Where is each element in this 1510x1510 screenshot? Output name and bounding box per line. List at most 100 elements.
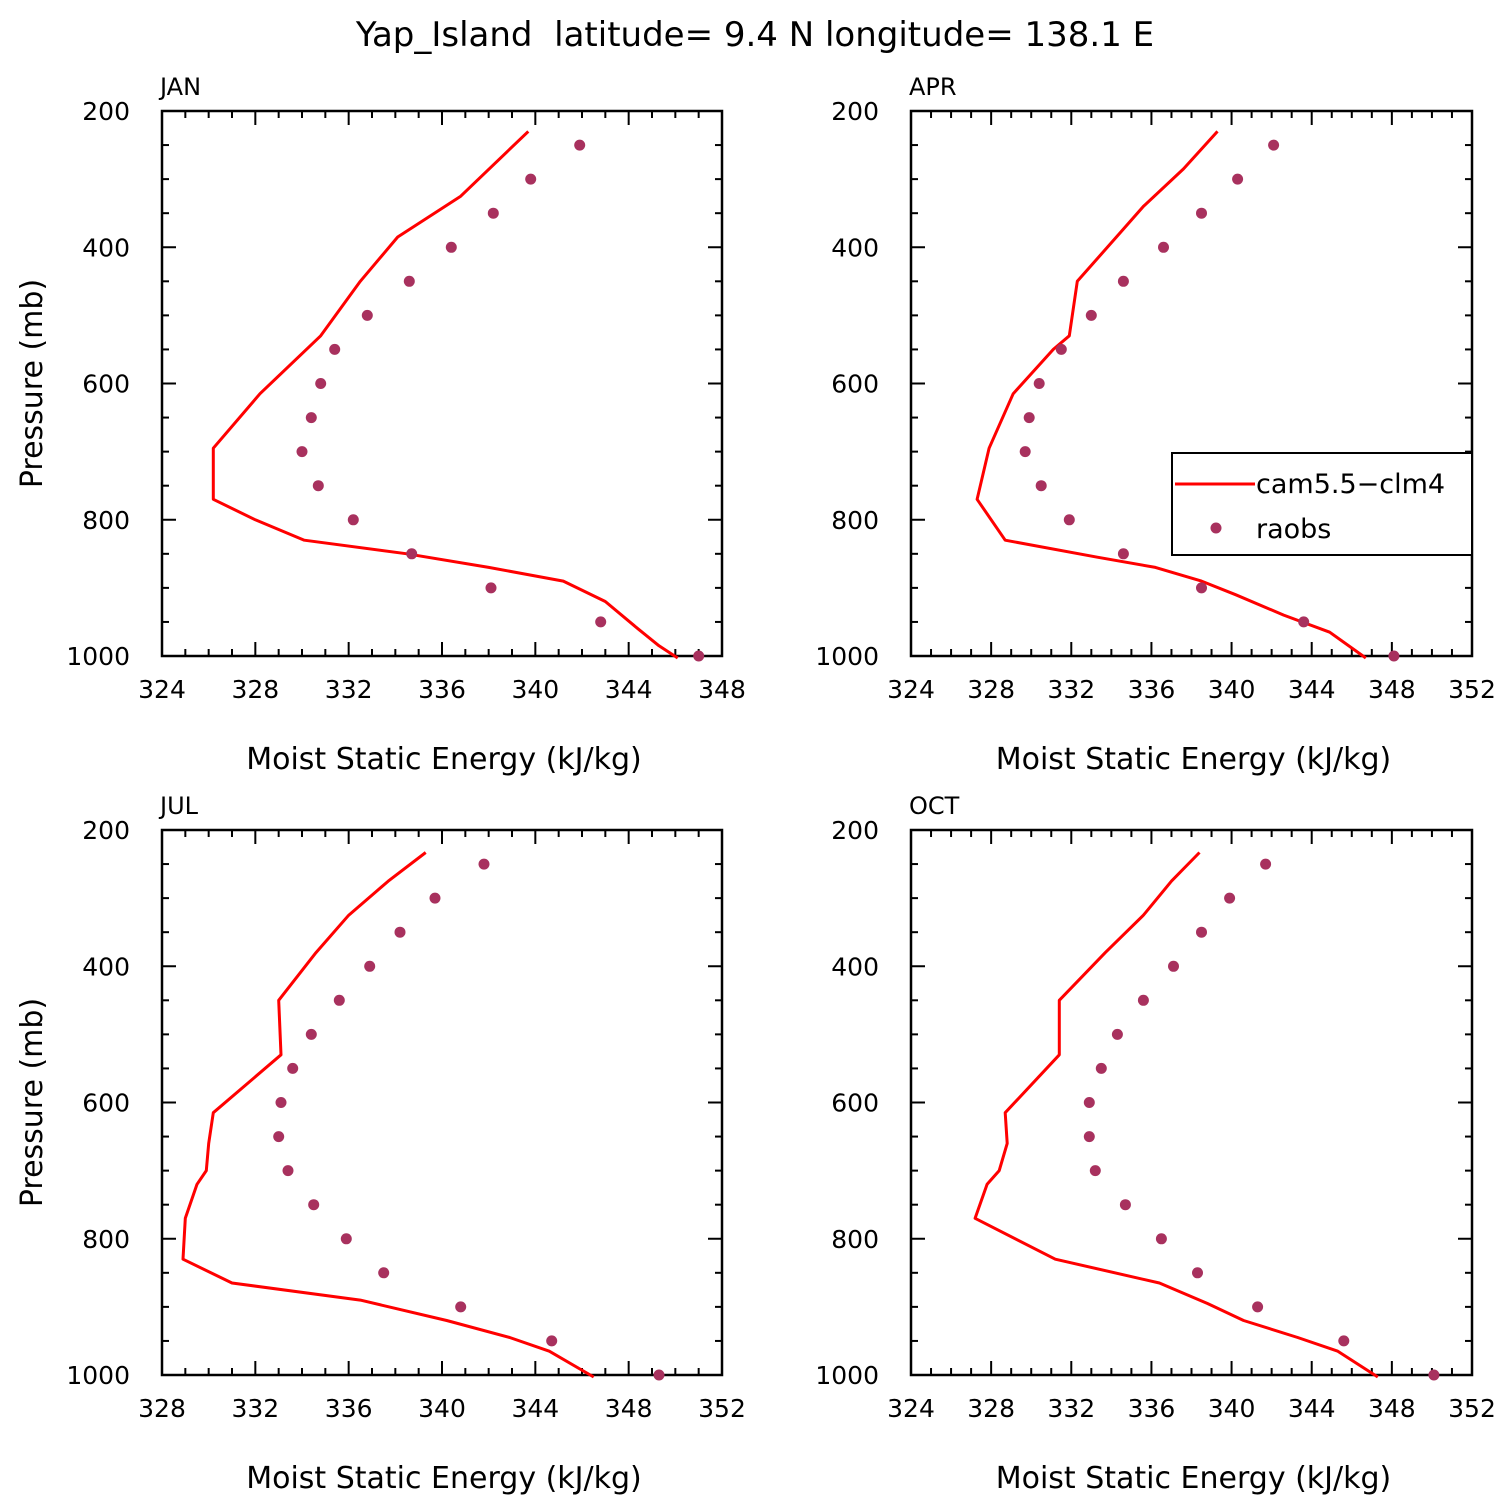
raobs-point [296,446,308,458]
raobs-point [1019,446,1031,458]
series-line-cam5-5-clm4 [973,851,1379,1379]
panel-oct: 324 328 332 336 340 344 348 352 200 400 600 800 1000… [815,792,1495,1496]
series-line-cam5-5-clm4 [975,130,1367,660]
x-tick-label: 340 [1208,675,1256,704]
x-axis-label: Moist Static Energy (kJ/kg) [246,1461,642,1496]
raobs-point [275,1097,287,1108]
raobs-point [693,650,705,662]
y-tick-label: 600 [831,370,879,399]
raobs-point [1168,960,1179,972]
raobs-point [1033,378,1045,389]
x-tick-label: 324 [138,675,186,704]
raobs-point [1158,241,1169,253]
raobs-point [1111,1028,1123,1040]
y-tick-label: 600 [82,370,130,399]
y-tick-label: 200 [82,816,130,845]
x-tick-label: 332 [231,1394,279,1423]
x-tick-label: 344 [1288,675,1336,704]
raobs-point [1196,207,1207,219]
raobs-point [429,892,441,904]
raobs-point [653,1369,665,1381]
raobs-point [1063,514,1075,526]
x-tick-label: 352 [698,1394,746,1423]
x-tick-label: 348 [1368,1394,1416,1423]
y-axis-label: Pressure (mb) [15,998,50,1207]
y-tick-label: 200 [831,97,879,126]
raobs-point [312,480,324,492]
raobs-point [1117,275,1129,287]
plot-frame [909,828,1474,1377]
raobs-point [1224,892,1236,904]
raobs-point [1085,309,1097,321]
raobs-point [340,1233,352,1245]
x-tick-label: 332 [1047,675,1095,704]
legend: cam5.5−clm4 raobs [1171,452,1473,556]
x-tick-label: 328 [138,1394,186,1423]
x-tick-label: 340 [1208,1394,1256,1423]
x-tick-label: 348 [698,675,746,704]
legend-box [1171,452,1473,556]
panel-apr: 324 328 332 336 340 344 348 352 200 400 600 800 1000… [815,73,1495,777]
x-axis-label: Moist Static Energy (kJ/kg) [246,742,642,777]
x-tick-label: 332 [325,675,373,704]
raobs-point [406,548,418,560]
raobs-point [1089,1165,1101,1177]
raobs-point [1260,858,1272,870]
x-tick-label: 336 [1128,675,1176,704]
plot-frame [909,109,1474,658]
legend-label-model: cam5.5−clm4 [1256,469,1445,500]
raobs-point [305,1028,317,1040]
x-tick-label: 352 [1448,675,1496,704]
x-tick-label: 344 [605,675,653,704]
raobs-point [1252,1301,1264,1313]
x-tick-label: 348 [605,1394,653,1423]
plot-frame [160,828,724,1377]
raobs-point [273,1131,285,1143]
panel-label: APR [909,73,957,101]
raobs-point [1119,1199,1131,1211]
panel-label: OCT [909,792,960,820]
raobs-point [1268,139,1280,151]
raobs-point [329,343,341,355]
y-tick-label: 1000 [815,642,879,671]
x-tick-label: 328 [967,675,1015,704]
y-tick-label: 1000 [66,1361,130,1390]
raobs-point [308,1199,320,1211]
figure-title: Yap_Island latitude= 9.4 N longitude= 13… [355,15,1154,55]
x-tick-label: 336 [418,675,466,704]
x-axis-label: Moist Static Energy (kJ/kg) [996,742,1392,777]
y-tick-label: 800 [831,1225,879,1254]
y-tick-label: 400 [82,952,130,981]
raobs-point [487,207,499,219]
raobs-point [1388,650,1400,662]
raobs-point [1196,582,1207,594]
raobs-point [1338,1335,1350,1347]
x-tick-label: 344 [1288,1394,1336,1423]
x-tick-label: 336 [1128,1394,1176,1423]
raobs-point [1095,1062,1107,1074]
y-tick-label: 800 [82,1225,130,1254]
raobs-point [378,1267,390,1279]
raobs-point [361,309,373,321]
raobs-point [1298,616,1310,628]
raobs-point [1196,926,1207,938]
series-line-cam5-5-clm4 [181,851,595,1379]
raobs-point [287,1062,299,1074]
x-tick-label: 328 [967,1394,1015,1423]
raobs-point [315,378,327,389]
x-tick-label: 352 [1448,1394,1496,1423]
y-tick-label: 1000 [66,642,130,671]
raobs-point [1055,343,1067,355]
x-tick-label: 324 [887,675,935,704]
raobs-point [305,412,317,424]
plot-frame [160,109,724,658]
x-tick-label: 348 [1368,675,1416,704]
series-line-cam5-5-clm4 [211,130,679,660]
y-tick-label: 800 [831,506,879,535]
y-tick-label: 200 [831,816,879,845]
y-tick-label: 400 [82,233,130,262]
raobs-point [1083,1097,1095,1108]
raobs-point [595,616,607,628]
y-tick-label: 600 [831,1089,879,1118]
